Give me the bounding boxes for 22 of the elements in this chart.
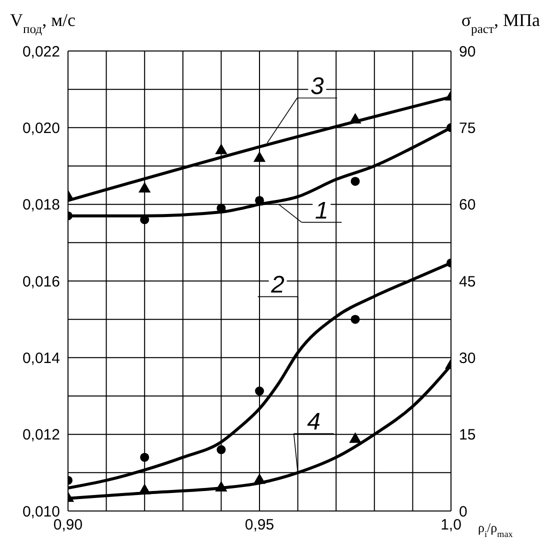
x-tick-label: 0,95 xyxy=(244,516,274,534)
annotation: 3 xyxy=(310,73,324,100)
y2-tick-label: 45 xyxy=(459,273,476,290)
y-tick-label: 0,012 xyxy=(22,426,60,444)
y-tick-label: 0,018 xyxy=(22,196,60,214)
y2-axis-title: σ$_{раст}$, МПа xyxy=(461,10,540,36)
y-tick-label: 0,016 xyxy=(22,273,60,290)
annotation: 2 xyxy=(270,272,284,299)
y2-tick-label: 60 xyxy=(459,196,476,214)
x-axis-title: ρ$_{i}$/ρ$_{max}$ xyxy=(478,520,514,539)
y2-tick-label: 30 xyxy=(459,350,476,367)
y-tick-label: 0,020 xyxy=(22,120,60,137)
x-tick-label: 1,0 xyxy=(440,516,462,534)
y-tick-label: 0,014 xyxy=(22,350,60,367)
annotation: 4 xyxy=(307,408,320,436)
y-axis-title: V$_{под}$, м/с xyxy=(10,10,76,36)
annotation: 1 xyxy=(314,197,328,224)
y2-tick-label: 0 xyxy=(459,503,468,520)
y-tick-label: 0,022 xyxy=(22,43,60,60)
y2-tick-label: 90 xyxy=(459,43,476,60)
y2-tick-label: 75 xyxy=(459,120,476,137)
y2-tick-label: 15 xyxy=(459,426,476,444)
